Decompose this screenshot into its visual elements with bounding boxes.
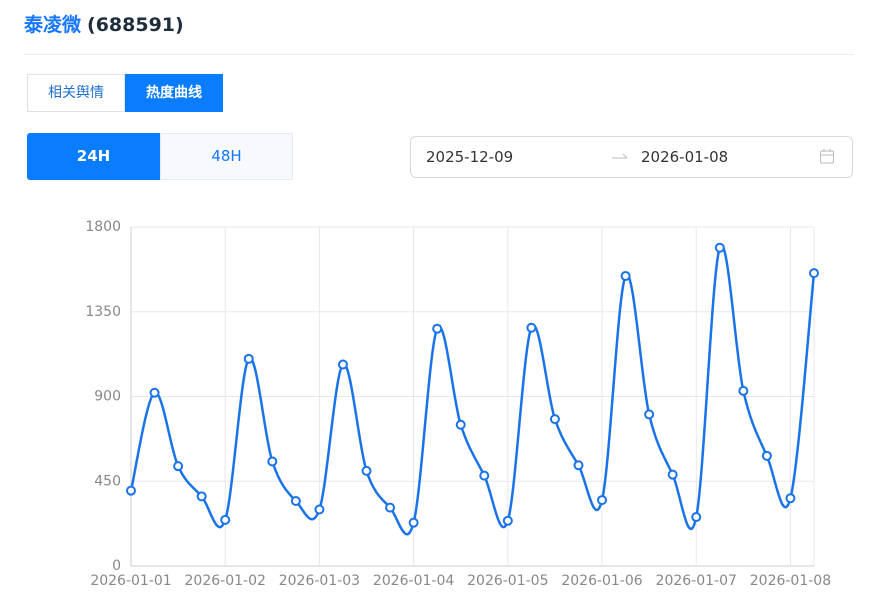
point <box>385 502 396 513</box>
point <box>573 460 584 471</box>
range-button-active[interactable]: 24H <box>27 133 160 180</box>
point <box>785 493 796 504</box>
point <box>290 496 301 507</box>
y-tick-label: 1350 <box>85 304 121 320</box>
tab[interactable]: 相关舆情 <box>27 74 125 112</box>
point <box>597 495 608 506</box>
divider <box>24 54 854 55</box>
point <box>432 323 443 334</box>
point <box>196 491 207 502</box>
line <box>129 244 816 536</box>
point <box>667 469 678 480</box>
x-tick-label: 2026-01-06 <box>561 573 642 589</box>
calendar-icon <box>820 149 834 164</box>
range-buttons: 24H 48H <box>27 133 293 180</box>
point <box>126 485 136 496</box>
y-tick-label: 1800 <box>85 219 121 235</box>
tabs: 相关舆情 热度曲线 <box>27 74 223 112</box>
y-tick-label: 0 <box>112 558 121 574</box>
point <box>267 456 278 467</box>
x-tick-label: 2026-01-07 <box>656 573 737 589</box>
point <box>644 409 655 420</box>
point <box>549 414 560 425</box>
point <box>455 419 466 430</box>
stock-name: 泰凌微 <box>24 14 82 36</box>
point <box>526 322 537 333</box>
x-tick-label: 2026-01-03 <box>279 573 360 589</box>
end-date: 2026-01-08 <box>641 148 729 166</box>
x-tick-label: 2026-01-04 <box>373 573 454 589</box>
x-tick-label: 2026-01-05 <box>467 573 548 589</box>
point <box>337 359 348 370</box>
point <box>479 470 490 481</box>
point <box>173 461 184 472</box>
range-button[interactable]: 48H <box>160 133 293 180</box>
stock-code: (688591) <box>87 14 184 36</box>
point <box>408 517 419 528</box>
point <box>761 450 772 461</box>
date-range-picker[interactable]: 2025-12-09 2026-01-08 <box>410 136 853 178</box>
header: 泰凌微 (688591) <box>24 10 184 37</box>
tab-active[interactable]: 热度曲线 <box>125 74 223 112</box>
x-tick-label: 2026-01-01 <box>90 573 171 589</box>
y-tick-label: 900 <box>94 389 121 405</box>
point <box>714 242 725 253</box>
arrow-icon <box>612 153 628 159</box>
point <box>691 512 702 523</box>
point <box>738 385 749 396</box>
x-tick-label: 2026-01-08 <box>750 573 831 589</box>
start-date: 2025-12-09 <box>426 148 514 166</box>
point <box>361 465 372 476</box>
y-tick-label: 450 <box>94 473 121 489</box>
point <box>243 353 254 364</box>
point <box>620 270 631 281</box>
point <box>314 504 325 515</box>
point <box>220 514 231 525</box>
point <box>502 515 513 526</box>
point <box>149 387 160 398</box>
point <box>809 268 819 279</box>
x-tick-label: 2026-01-02 <box>185 573 266 589</box>
